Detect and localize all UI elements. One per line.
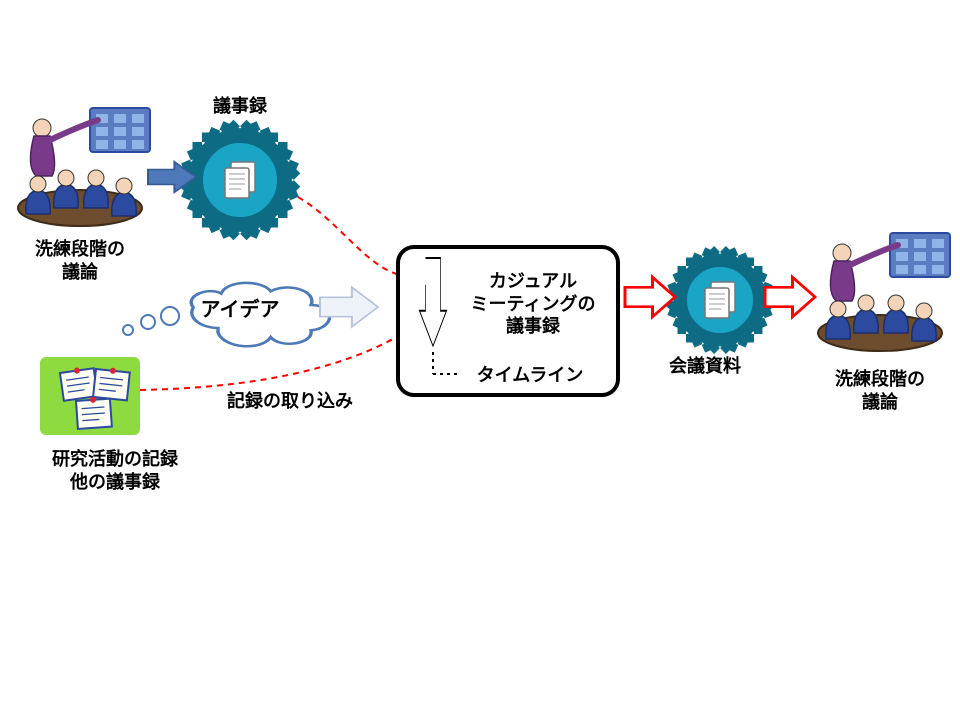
thought-dot: [161, 307, 179, 325]
thought-dot: [123, 325, 133, 335]
arrow-box-to-doc: [625, 277, 675, 317]
meeting-clipart: [818, 233, 950, 351]
connector-notes_to_box: [140, 335, 400, 390]
arrow-doc-to-meeting: [765, 277, 815, 317]
label-records: 研究活動の記録 他の議事録: [30, 448, 200, 493]
research-notes-clipart: [40, 357, 140, 435]
thought-dot: [141, 315, 155, 329]
label-casual: カジュアル ミーティングの 議事録: [458, 270, 608, 338]
label-import: 記録の取り込み: [215, 390, 365, 413]
label-refined_right: 洗練段階の 議論: [815, 368, 945, 413]
meeting-clipart: [18, 108, 150, 226]
minutes-doc-icon: [193, 133, 288, 228]
label-refined_left: 洗練段階の 議論: [15, 238, 145, 283]
meeting-doc-icon: [678, 258, 763, 343]
label-minutes: 議事録: [200, 95, 280, 118]
label-meeting_doc: 会議資料: [660, 355, 750, 378]
diagram-canvas: [0, 0, 960, 720]
connector-minutes_to_box: [278, 188, 400, 275]
label-idea: アイデア: [185, 298, 295, 323]
label-timeline: タイムライン: [465, 364, 595, 387]
